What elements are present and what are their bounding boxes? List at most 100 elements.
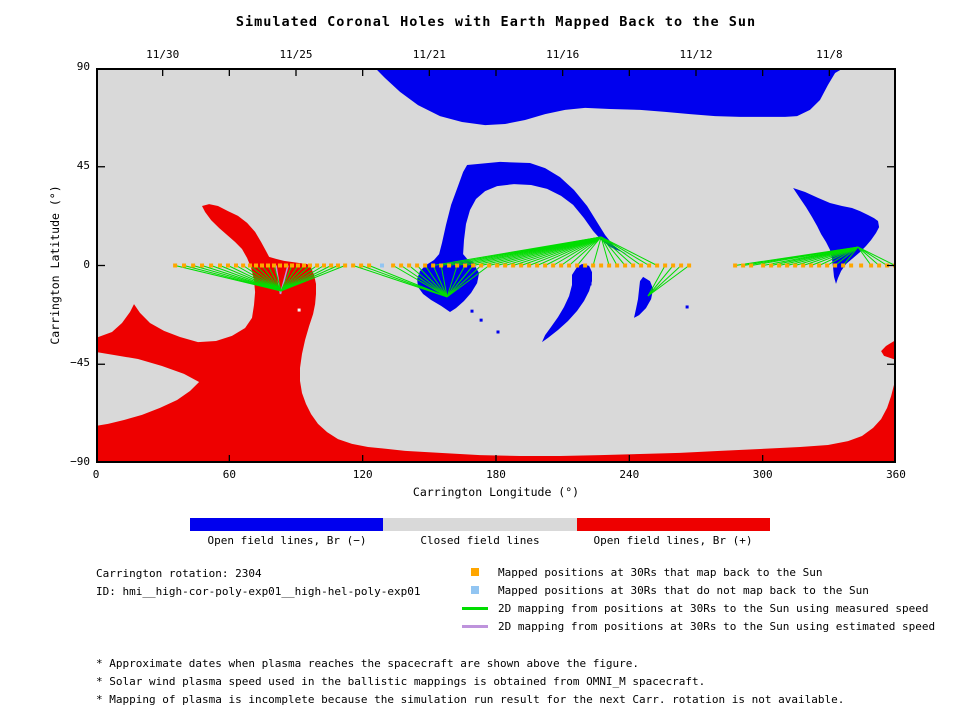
region-speck [685,305,689,309]
no-map-back-square-icon [462,586,488,594]
mapped-position-dot [809,263,814,268]
measured-speed-mapping-line [219,265,282,292]
region-open-field-negative [542,264,592,343]
mapped-position-dot [793,263,798,268]
field-line-colorbar [190,518,770,531]
mapped-position-dot [182,263,186,268]
measured-speed-mapping-line [528,236,602,266]
mapped-position-dot [391,263,396,268]
mapped-position-dot [575,263,580,268]
measured-speed-mapping-line [432,265,448,298]
mapped-position-dot [841,263,846,268]
mapped-position-dot [367,263,372,268]
measured-speed-line-icon [462,606,488,610]
region-speck [588,282,592,286]
y-tick-label: 90 [76,60,90,73]
mapped-position-dot [801,263,806,268]
carrington-rotation-label: Carrington rotation: 2304 [96,567,262,580]
measured-speed-mapping-line [600,236,610,266]
mapped-position-dot [315,263,320,268]
mapped-position-dot [200,263,204,268]
measured-speed-mapping-line [600,236,626,266]
measured-speed-mapping-line [249,265,282,292]
coronal-hole-map-canvas [96,68,896,463]
measured-speed-mapping-line [600,236,618,266]
mapped-position-dot [551,263,556,268]
mapped-position-dot [599,263,604,268]
mapped-position-dot [511,263,516,268]
mapped-position-dot [415,263,420,268]
plot-frame [96,68,896,463]
measured-speed-mapping-line [280,265,305,292]
measured-speed-mapping-line [210,265,282,292]
top-date-label: 11/21 [412,48,446,61]
measured-speed-mapping-line [280,265,318,292]
footnote: * Approximate dates when plasma reaches … [96,657,640,670]
measured-speed-mapping-line [368,265,448,298]
measured-speed-mapping-line [552,236,602,266]
x-tick-label: 60 [222,468,236,481]
mapped-position-dot [447,263,452,268]
measured-speed-mapping-line [600,236,658,266]
mapped-position-dot [218,263,222,268]
mapped-position-dot [503,263,508,268]
legend-item-map-back: Mapped positions at 30Rs that map back t… [462,563,935,581]
mapped-position-dot [833,263,838,268]
measured-speed-mapping-line [600,236,642,266]
y-tick-label: −45 [70,356,90,370]
mapped-position-dot [817,263,822,268]
run-info: Carrington rotation: 2304 ID: hmi__high-… [96,565,421,601]
mapped-position-dot [591,263,596,268]
mapped-position-dot [615,263,620,268]
mapped-position-dot [308,263,312,268]
legend-item-label: Mapped positions at 30Rs that map back t… [498,565,823,579]
mapped-position-dot [322,263,326,268]
mapped-position-dot [495,263,500,268]
mapped-position-dot [431,263,436,268]
mapped-position-dot [607,263,612,268]
mapped-position-dot [260,263,264,268]
mapped-position-dot [234,263,238,268]
colorbar-segment-closed [383,518,577,531]
y-tick-label: 45 [76,158,90,172]
mapped-position-dot [849,263,854,268]
top-date-label: 11/30 [146,48,180,61]
mapped-position-dot [687,263,692,268]
region-open-field-negative [375,68,889,126]
legend-item-no-map-back: Mapped positions at 30Rs that do not map… [462,581,935,599]
x-axis-title: Carrington Longitude (°) [412,485,580,499]
legend-item-label: 2D mapping from positions at 30Rs to the… [498,619,936,633]
mapped-position-dot [343,263,348,268]
mapped-position-dot [284,263,288,268]
mapped-position-dot [399,263,404,268]
measured-speed-mapping-line [201,265,282,292]
mapped-position-dot [761,263,766,268]
footnotes: * Approximate dates when plasma reaches … [96,655,844,709]
mapped-position-dot [559,263,564,268]
y-tick-label: −90 [70,455,90,468]
measured-speed-mapping-line [600,236,634,266]
measured-speed-mapping-line [568,236,602,266]
measured-speed-mapping-line [446,265,490,298]
mapped-position-dot [769,263,774,268]
region-speck [586,276,590,280]
mapped-position-dot [733,263,738,268]
mapped-position-dot [336,263,340,268]
measured-speed-mapping-line [810,246,859,266]
measured-speed-mapping-line [842,246,859,266]
mapped-position-dot [535,263,540,268]
mapped-position-dot [248,263,252,268]
measured-speed-mapping-line [424,265,448,298]
estimated-speed-line-icon [462,624,488,628]
measured-speed-mapping-line [280,265,325,292]
mapped-position-dot [749,263,754,268]
mapped-position-dot [423,263,428,268]
measured-speed-mapping-line [440,265,448,297]
chart-title: Simulated Coronal Holes with Earth Mappe… [235,14,757,30]
mapped-position-dot [583,263,588,268]
x-tick-label: 240 [619,468,640,481]
x-tick-label: 0 [92,468,100,481]
legend-item-measured-speed: 2D mapping from positions at 30Rs to the… [462,599,935,617]
measured-speed-mapping-line [647,265,682,297]
